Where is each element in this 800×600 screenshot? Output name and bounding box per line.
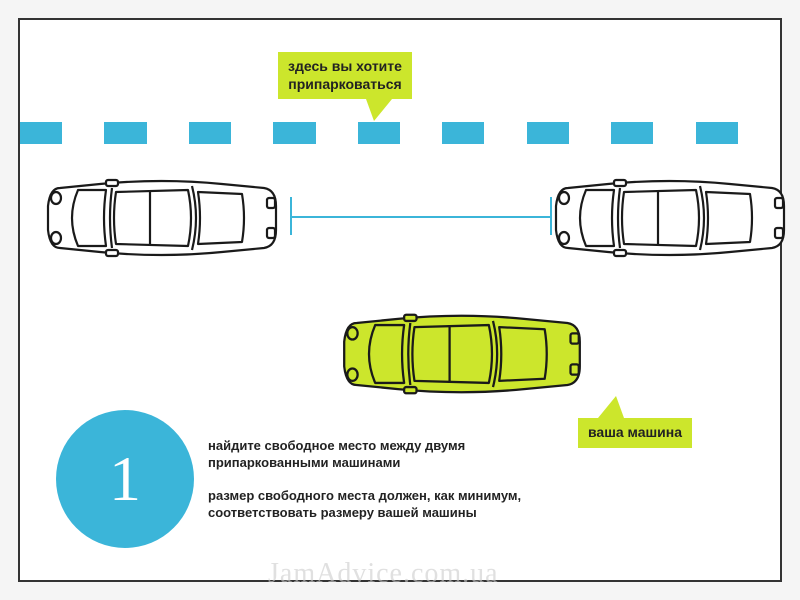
text-line: припаркованными машинами bbox=[208, 455, 400, 470]
your-car bbox=[338, 300, 586, 413]
instruction-line-2: размер свободного места должен, как мини… bbox=[208, 488, 521, 522]
callout-your-car: ваша машина bbox=[578, 418, 692, 448]
road-edge-dashes bbox=[20, 122, 780, 144]
instruction-line-1: найдите свободное место между двумя прип… bbox=[208, 438, 465, 472]
gap-measure-line bbox=[290, 216, 550, 218]
callout-target-spot: здесь вы хотите припарковаться bbox=[278, 52, 412, 99]
text-line: размер свободного места должен, как мини… bbox=[208, 488, 521, 503]
parked-car-right bbox=[550, 168, 790, 273]
step-number: 1 bbox=[109, 442, 141, 516]
step-number-badge: 1 bbox=[56, 410, 194, 548]
callout-text: ваша машина bbox=[588, 424, 682, 440]
watermark-text: JamAdvice.com.ua bbox=[268, 558, 499, 590]
diagram-frame: здесь вы хотите припарковаться bbox=[18, 18, 782, 582]
parked-car-left bbox=[42, 168, 282, 273]
callout-line: припарковаться bbox=[288, 76, 401, 92]
gap-measure-cap-right bbox=[550, 197, 552, 235]
callout-line: здесь вы хотите bbox=[288, 58, 402, 74]
text-line: соответствовать размеру вашей машины bbox=[208, 505, 477, 520]
gap-measure-cap-left bbox=[290, 197, 292, 235]
text-line: найдите свободное место между двумя bbox=[208, 438, 465, 453]
